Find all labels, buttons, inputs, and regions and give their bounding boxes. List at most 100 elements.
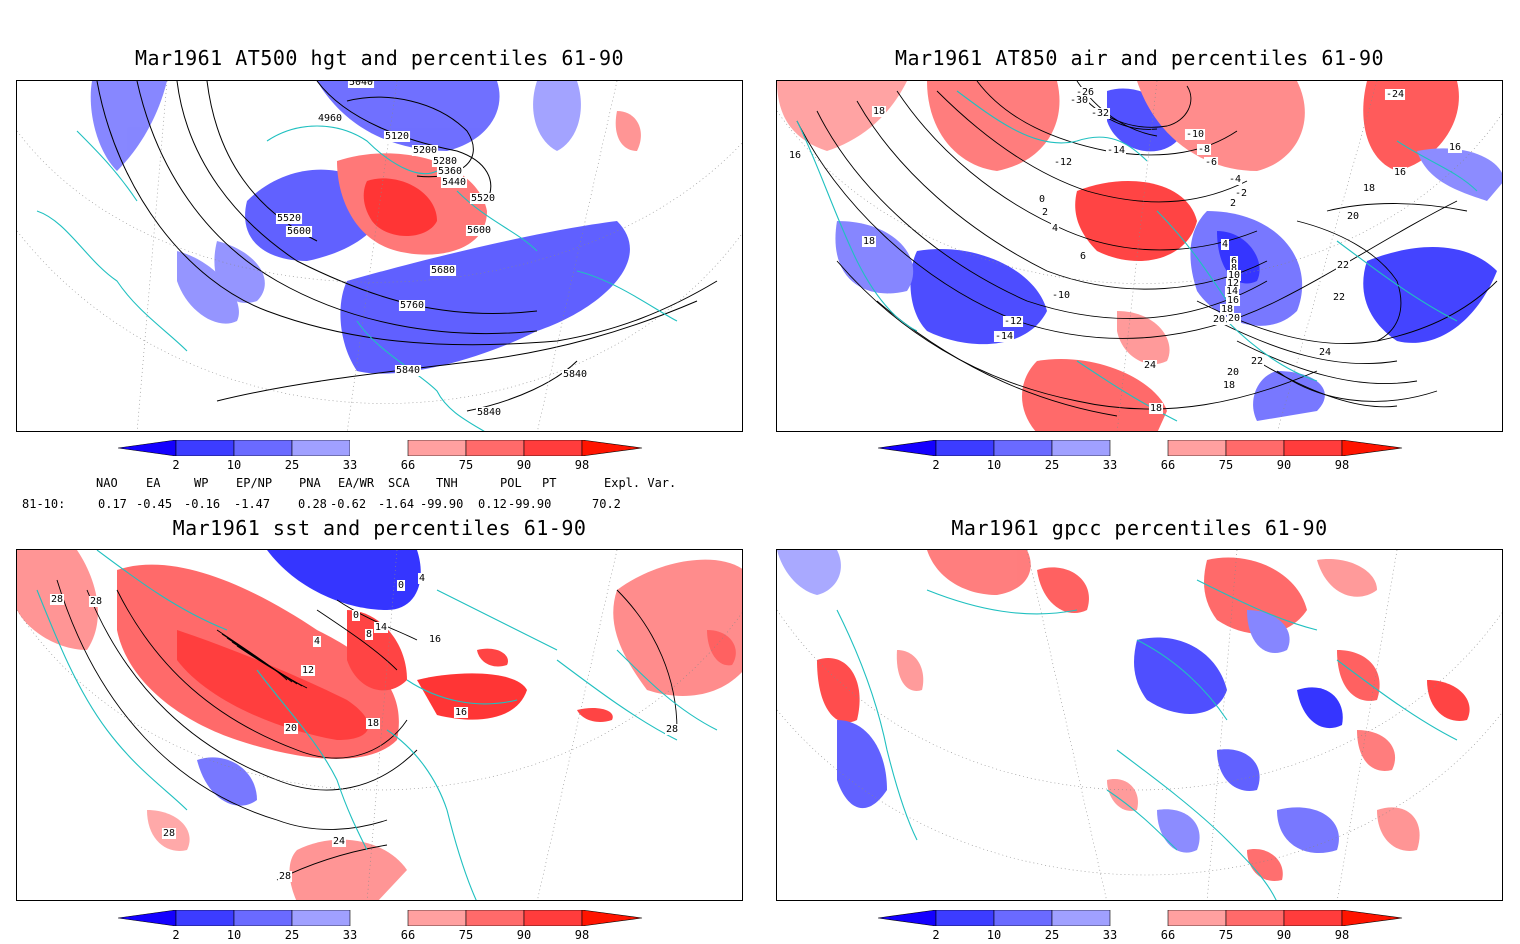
contour-label-background xyxy=(275,213,303,224)
index-header-epnp: EP/NP xyxy=(236,476,273,490)
contour-label-background xyxy=(1142,360,1158,371)
contour-label-background xyxy=(1219,304,1235,315)
colorbar-tick: 90 xyxy=(1276,458,1292,472)
index-header-pt: PT xyxy=(542,476,557,490)
contour-label: -4 xyxy=(1229,174,1241,185)
contour-label: 22 xyxy=(1251,356,1263,367)
contour-label-background xyxy=(1196,144,1212,155)
contour-label-background xyxy=(787,150,803,161)
contour-label-background xyxy=(1229,256,1239,267)
contour-label-background xyxy=(871,106,887,117)
colorbar-tick: 66 xyxy=(400,458,416,472)
contour-label-background xyxy=(161,828,177,839)
contour-label-background xyxy=(1225,278,1241,289)
contour-label: 4 xyxy=(1222,239,1228,250)
contour-label: -14 xyxy=(995,331,1013,342)
contour-label-background xyxy=(1226,313,1242,324)
contour-label: 10 xyxy=(1228,270,1240,281)
contour-label-background xyxy=(429,265,457,276)
contour-label-background xyxy=(316,113,344,124)
contour-label-background xyxy=(364,629,374,640)
contour-label: 5520 xyxy=(471,193,495,204)
index-row-label: 81-10: xyxy=(22,497,66,511)
contour-label: 6 xyxy=(1231,256,1237,267)
contour-labels: 5040 4960 5120 5200 5280 5360 5440 5520 … xyxy=(275,81,589,418)
contour-label-background xyxy=(312,636,322,647)
contour-label-background xyxy=(664,724,680,735)
colorbar-tick: 66 xyxy=(1160,928,1176,942)
contour-label-background xyxy=(88,596,104,607)
colorbar-tick: 25 xyxy=(284,458,300,472)
index-header-wp: WP xyxy=(194,476,209,490)
contour-label-background xyxy=(277,871,293,882)
contour-label: 18 xyxy=(1363,183,1375,194)
index-header-ea: EA xyxy=(146,476,161,490)
contour-labels: -26 -30 -32 -24 -10 -8 -12 -14 -6 -4 -2 … xyxy=(787,87,1463,414)
contour-label-background xyxy=(300,665,316,676)
colorbar-tick: 33 xyxy=(1102,458,1118,472)
colorbar-top-right: 2 10 25 33 66 75 90 98 xyxy=(878,440,1408,474)
contour-label: 22 xyxy=(1333,292,1345,303)
contour-label: 20 xyxy=(1347,211,1359,222)
index-value-sca: -1.64 xyxy=(378,497,415,511)
contour-label: -10 xyxy=(1052,290,1070,301)
index-value-pna: 0.28 xyxy=(298,497,327,511)
contour-label: 16 xyxy=(429,634,441,645)
contour-label-background xyxy=(1089,108,1111,119)
colorbar-tick: 98 xyxy=(574,458,590,472)
colorbar-tick: 66 xyxy=(400,928,416,942)
contour-label: 6 xyxy=(1080,251,1086,262)
colorbar-tick: 90 xyxy=(1276,928,1292,942)
contour-label: 4 xyxy=(314,636,320,647)
colorbar-tick: 75 xyxy=(1218,928,1234,942)
percentile-shading xyxy=(777,81,1502,431)
contour-label-background xyxy=(440,177,468,188)
contour-label: -6 xyxy=(1205,157,1217,168)
contour-label-background xyxy=(1331,292,1347,303)
contour-label-background xyxy=(1050,223,1060,234)
contour-label-background xyxy=(417,573,427,584)
contour-label-background xyxy=(347,81,375,88)
contour-label-background xyxy=(431,156,459,167)
contour-label: 5680 xyxy=(431,265,455,276)
contour-label-background xyxy=(1384,89,1406,100)
index-value-wp: -0.16 xyxy=(184,497,221,511)
contour-label-background xyxy=(383,131,411,142)
contour-label: -8 xyxy=(1198,144,1210,155)
contour-label-background xyxy=(1225,295,1241,306)
contour-label-background xyxy=(1148,403,1164,414)
percentile-shading xyxy=(777,550,1470,881)
colorbar-tick: 75 xyxy=(458,928,474,942)
contour-label-background xyxy=(993,331,1015,342)
contour-label: 5120 xyxy=(385,131,409,142)
contour-label: 28 xyxy=(90,596,102,607)
contour-label: 24 xyxy=(1144,360,1156,371)
contour-label-background xyxy=(396,580,406,591)
contour-label-background xyxy=(1068,95,1090,106)
contour-label-background xyxy=(1078,251,1088,262)
contour-label: 18 xyxy=(1150,403,1162,414)
contour-label: 12 xyxy=(1227,278,1239,289)
index-value-eawr: -0.62 xyxy=(330,497,367,511)
colorbar-tick: 2 xyxy=(932,928,940,942)
index-value-pol: 0.12 xyxy=(478,497,507,511)
contour-label-background xyxy=(465,225,493,236)
coastlines xyxy=(836,579,1458,900)
contour-label: 4960 xyxy=(318,113,342,124)
map-sst: 28 28 0 4 0 8 12 4 14 16 20 18 16 24 28 … xyxy=(16,549,743,901)
contour-label-background xyxy=(1228,198,1238,209)
coastlines xyxy=(36,550,718,900)
contour-label: -10 xyxy=(1186,129,1204,140)
contour-label-background xyxy=(861,236,877,247)
contour-label: 5360 xyxy=(438,166,462,177)
colorbar-strip xyxy=(118,440,643,456)
contour-label: 16 xyxy=(455,707,467,718)
contour-label: -30 xyxy=(1070,95,1088,106)
contour-label-background xyxy=(283,723,299,734)
graticule xyxy=(17,81,742,431)
contour-labels: 28 28 0 4 0 8 12 4 14 16 20 18 16 24 28 … xyxy=(49,573,680,882)
colorbar-top-left: 2 10 25 33 66 75 90 98 xyxy=(118,440,648,474)
temperature-contours xyxy=(796,81,1498,417)
contour-label-background xyxy=(1392,167,1408,178)
contour-label-background xyxy=(1184,129,1206,140)
